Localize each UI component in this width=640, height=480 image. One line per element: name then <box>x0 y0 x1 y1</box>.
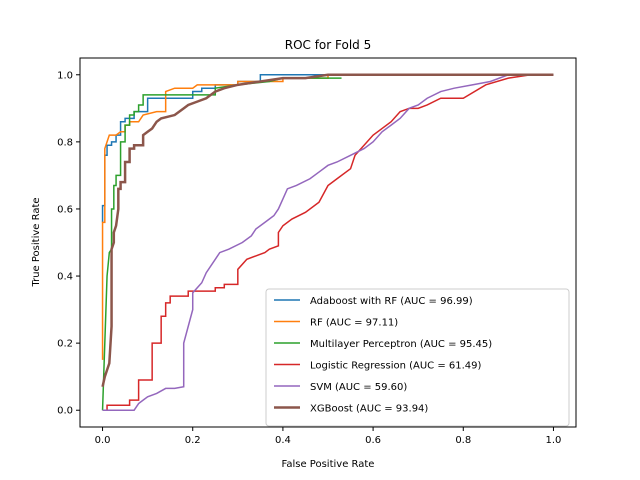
series-line-4 <box>102 74 554 411</box>
plot-area: 0.0 0.2 0.4 0.6 0.8 1.0 0.0 0.2 0.4 0.6 0.8 1.0 <box>57 57 577 446</box>
y-tick-label: 0.2 <box>57 339 73 350</box>
x-tick-label: 1.0 <box>546 435 562 446</box>
legend-entry-2: Multilayer Perceptron (AUC = 95.45) <box>310 339 492 350</box>
x-tick-label: 0.8 <box>455 435 471 446</box>
x-tick-label: 0.4 <box>275 435 291 446</box>
x-axis-label: False Positive Rate <box>282 459 375 470</box>
y-tick-label: 0.6 <box>57 204 73 215</box>
x-tick-label: 0.6 <box>365 435 381 446</box>
y-tick-label: 1.0 <box>57 70 73 81</box>
plot-frame <box>79 57 577 428</box>
y-tick-label: 0.0 <box>57 406 73 417</box>
y-tick-label: 0.8 <box>57 137 73 148</box>
x-tick-label: 0.0 <box>95 435 111 446</box>
legend-entry-4: SVM (AUC = 59.60) <box>310 382 407 393</box>
x-axis-ticks: 0.0 0.2 0.4 0.6 0.8 1.0 <box>95 427 562 446</box>
series-line-5 <box>101 73 554 388</box>
legend-entry-3: Logistic Regression (AUC = 61.49) <box>310 361 482 372</box>
legend-entry-0: Adaboost with RF (AUC = 96.99) <box>310 296 473 307</box>
y-axis-label: True Positive Rate <box>31 197 42 287</box>
legend-entry-1: RF (AUC = 97.11) <box>310 318 398 329</box>
y-tick-label: 0.4 <box>57 272 73 283</box>
x-tick-label: 0.2 <box>185 435 201 446</box>
legend-entry-5: XGBoost (AUC = 93.94) <box>310 404 428 415</box>
chart-title: ROC for Fold 5 <box>285 38 372 52</box>
legend: Adaboost with RF (AUC = 96.99) RF (AUC = … <box>265 288 570 427</box>
legend-box <box>265 288 570 427</box>
y-axis-ticks: 0.0 0.2 0.4 0.6 0.8 1.0 <box>57 70 80 417</box>
series-lines <box>101 73 554 411</box>
